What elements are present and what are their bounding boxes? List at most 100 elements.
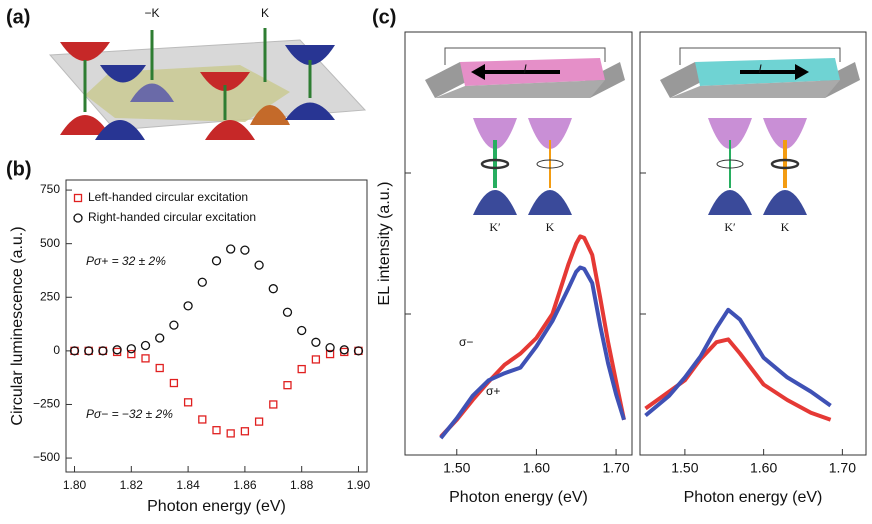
y-tick-label: 250 bbox=[40, 289, 60, 303]
point bbox=[112, 345, 122, 355]
conduction-band bbox=[528, 118, 572, 149]
conduction-band bbox=[763, 118, 807, 149]
conduction-band bbox=[473, 118, 517, 149]
x-tick-label: 1.90 bbox=[347, 478, 371, 492]
point bbox=[269, 400, 278, 409]
annotation: Pσ− = −32 ± 2% bbox=[86, 407, 173, 421]
channel bbox=[435, 80, 605, 98]
point bbox=[339, 345, 349, 355]
red-cones bbox=[60, 42, 290, 140]
y-tick-label: 500 bbox=[40, 236, 60, 250]
point bbox=[98, 346, 108, 356]
x-tick-label: 1.88 bbox=[290, 478, 314, 492]
point bbox=[240, 427, 250, 436]
y-axis-label: EL intensity (a.u.) bbox=[376, 182, 393, 306]
x-tick-label: 1.50 bbox=[671, 460, 698, 476]
point bbox=[212, 426, 221, 435]
point bbox=[325, 343, 335, 353]
legend-marker bbox=[73, 193, 83, 203]
point bbox=[311, 355, 321, 364]
point bbox=[282, 307, 293, 317]
valence-band bbox=[528, 190, 572, 215]
point bbox=[127, 349, 136, 359]
x-tick-label: 1.60 bbox=[750, 460, 777, 476]
electrode bbox=[660, 62, 705, 98]
y-tick-label: 750 bbox=[40, 182, 60, 196]
valence-band bbox=[763, 190, 807, 215]
polarization bbox=[536, 159, 564, 169]
line bbox=[644, 307, 832, 418]
panel-label: (a) bbox=[6, 6, 30, 28]
y-tick-label: −500 bbox=[33, 450, 60, 464]
point bbox=[211, 256, 222, 266]
x-axis-label: Photon energy (eV) bbox=[147, 498, 286, 515]
valley-label: −K bbox=[144, 6, 159, 20]
current-arrow bbox=[471, 64, 485, 80]
device-inset: I K′ K bbox=[660, 47, 860, 234]
channel bbox=[670, 80, 840, 98]
point bbox=[140, 340, 151, 351]
x-tick-label: 1.70 bbox=[829, 460, 856, 476]
circuit bbox=[444, 47, 606, 65]
point bbox=[283, 381, 292, 390]
current-label: I bbox=[523, 62, 527, 76]
y-tick-label: −250 bbox=[33, 397, 60, 411]
line bbox=[644, 337, 832, 422]
point bbox=[141, 354, 150, 363]
plot-frame bbox=[639, 31, 867, 456]
polarization bbox=[716, 159, 744, 169]
valence-band bbox=[708, 190, 752, 215]
series-label: σ− bbox=[459, 335, 473, 349]
point bbox=[183, 301, 193, 311]
x-tick-label: 1.50 bbox=[443, 460, 470, 476]
series-label: σ+ bbox=[486, 384, 500, 398]
point bbox=[311, 337, 321, 347]
valence-band bbox=[473, 190, 517, 215]
point bbox=[226, 244, 236, 254]
x-axis-label: Photon energy (eV) bbox=[684, 489, 823, 506]
electrode bbox=[425, 62, 470, 98]
valley-label: K bbox=[781, 220, 790, 234]
current-label: I bbox=[758, 62, 762, 76]
point bbox=[325, 349, 335, 359]
polarization bbox=[480, 158, 510, 170]
plot-frame bbox=[65, 179, 368, 473]
point bbox=[226, 429, 235, 438]
x-tick-label: 1.86 bbox=[233, 478, 257, 492]
point bbox=[268, 284, 278, 294]
valley-label: K′ bbox=[489, 220, 501, 234]
point bbox=[254, 417, 264, 426]
point bbox=[155, 363, 164, 373]
panel-label: (b) bbox=[6, 158, 32, 180]
point bbox=[240, 245, 250, 255]
current-arrow bbox=[795, 64, 809, 80]
point bbox=[169, 320, 179, 330]
device-inset: I K′ K bbox=[425, 47, 625, 234]
x-tick-label: 1.60 bbox=[523, 460, 550, 476]
annotation: Pσ+ = 32 ± 2% bbox=[86, 254, 166, 268]
point bbox=[197, 277, 207, 287]
x-tick-label: 1.84 bbox=[176, 478, 200, 492]
point bbox=[254, 260, 264, 270]
valley-label: K bbox=[546, 220, 555, 234]
valley-label: K′ bbox=[724, 220, 736, 234]
point bbox=[297, 325, 307, 336]
x-tick-label: 1.82 bbox=[120, 478, 144, 492]
valley-label: K bbox=[261, 6, 269, 20]
legend-label: Left-handed circular excitation bbox=[88, 190, 248, 204]
point bbox=[155, 333, 165, 343]
point bbox=[126, 344, 136, 354]
x-axis-label: Photon energy (eV) bbox=[449, 489, 588, 506]
transition-arrows bbox=[83, 28, 312, 120]
valley-diagram: −K K bbox=[48, 6, 367, 140]
y-tick-label: 0 bbox=[53, 343, 60, 357]
legend-label: Right-handed circular excitation bbox=[88, 210, 256, 224]
circuit bbox=[679, 47, 841, 65]
conduction-band bbox=[708, 118, 752, 149]
point bbox=[84, 346, 94, 356]
point bbox=[69, 346, 80, 356]
legend-marker bbox=[73, 213, 83, 223]
x-tick-label: 1.80 bbox=[63, 478, 87, 492]
line bbox=[439, 265, 626, 440]
